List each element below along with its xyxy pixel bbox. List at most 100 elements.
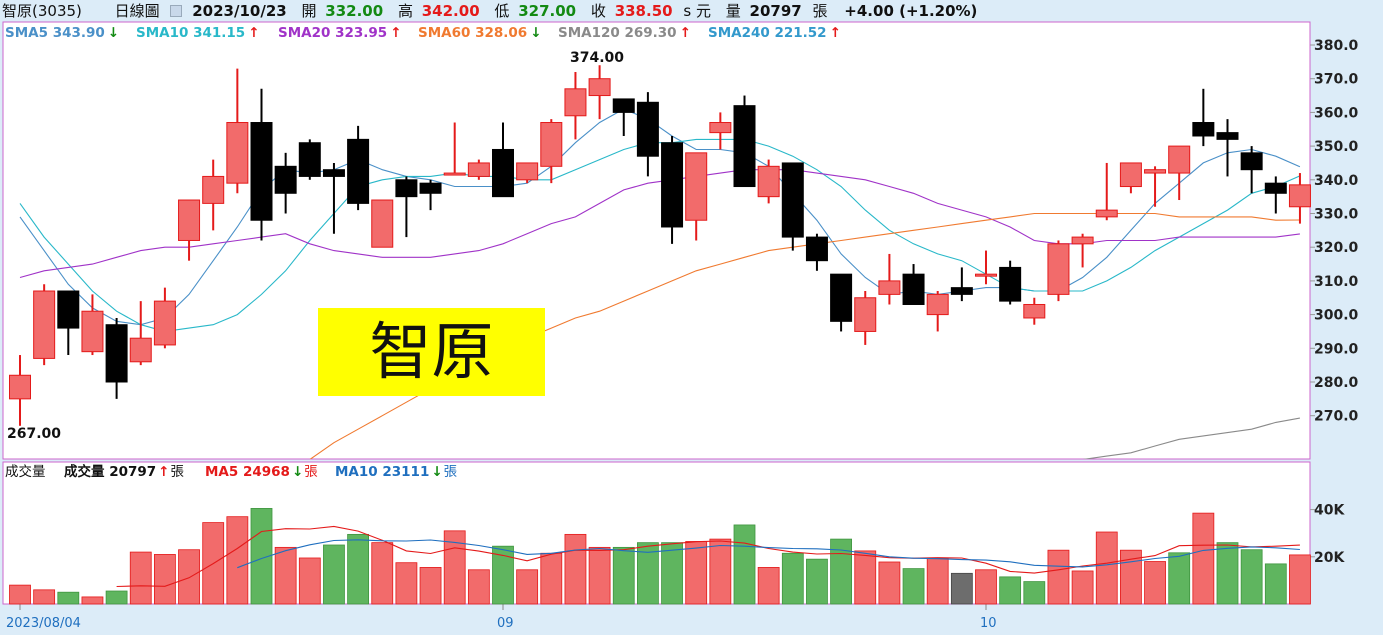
- candle-body: [105, 324, 128, 383]
- high-label: 高: [397, 2, 413, 20]
- volume-ma10-line: [237, 539, 1300, 569]
- price-y-tick-label: 290.0: [1314, 341, 1359, 357]
- candle-body: [830, 273, 853, 322]
- close-value: 338.50: [614, 2, 673, 20]
- candle-body: [757, 165, 780, 198]
- volume-legend-unit: 張: [444, 464, 458, 480]
- candle-body: [419, 182, 442, 194]
- volume-bar: [1144, 561, 1166, 605]
- candle-body: [57, 290, 80, 329]
- candle-body: [1240, 152, 1263, 171]
- price-y-tick-label: 340.0: [1314, 173, 1359, 189]
- volume-bar: [1289, 554, 1311, 605]
- candle-body: [226, 122, 249, 184]
- volume-bar: [588, 546, 611, 605]
- candle-body: [950, 287, 973, 295]
- low-annotation: 267.00: [7, 426, 61, 442]
- low-value: 327.00: [518, 2, 577, 20]
- volume-bar: [926, 557, 949, 605]
- stock-name: 智原(3035): [2, 2, 82, 20]
- volume-bar: [733, 524, 756, 605]
- ma-legend-arrow: ↑: [830, 25, 841, 41]
- volume-bar: [1216, 542, 1239, 605]
- candle-body: [178, 199, 201, 241]
- quote-header: 智原(3035) 日線圖 2023/10/23 開 332.00 高 342.0…: [0, 0, 1383, 22]
- volume-bar: [806, 558, 828, 605]
- volume-bar: [1047, 549, 1070, 605]
- price-y-tick-label: 300.0: [1314, 308, 1359, 324]
- volume-bar: [153, 554, 176, 605]
- volume-legend-arrow: ↑: [158, 464, 169, 480]
- ma-legend-sma20: SMA20 323.95: [278, 25, 387, 41]
- ma-legend-arrow: ↓: [530, 25, 541, 41]
- price-y-tick-label: 360.0: [1314, 105, 1359, 121]
- period-dropdown-icon[interactable]: [170, 5, 183, 17]
- close-unit: s 元: [683, 2, 711, 20]
- price-y-tick-label: 370.0: [1314, 72, 1359, 88]
- volume-bar: [564, 533, 587, 605]
- volume-bar: [1192, 512, 1215, 605]
- quote-date: 2023/10/23: [192, 2, 287, 20]
- ma-legend-arrow: ↑: [248, 25, 259, 41]
- x-axis-tick-label: 09: [497, 616, 514, 631]
- volume-bar: [323, 544, 345, 605]
- volume-bar: [830, 538, 852, 605]
- volume-bar: [516, 569, 539, 605]
- ma-legend-arrow: ↑: [390, 25, 401, 41]
- price-y-tick-label: 350.0: [1314, 139, 1359, 155]
- volume-bar: [395, 562, 418, 605]
- candle-body: [1047, 243, 1070, 295]
- ma-legend-sma120: SMA120 269.30: [558, 25, 677, 41]
- candle-body: [1119, 162, 1142, 188]
- candle-body: [443, 172, 466, 176]
- price-y-tick-label: 320.0: [1314, 240, 1359, 256]
- high-annotation: 374.00: [570, 50, 624, 66]
- sma-line-sma10: [19, 138, 1301, 332]
- volume-panel-title: 成交量: [5, 463, 46, 480]
- candle-body: [347, 138, 370, 204]
- candle-body: [153, 300, 176, 346]
- candle-body: [1168, 145, 1191, 174]
- candle-body: [636, 101, 659, 157]
- ma-legend-sma60: SMA60 328.06: [418, 25, 527, 41]
- volume-bar: [902, 568, 925, 605]
- sma-line-sma120: [1082, 417, 1300, 459]
- volume-bar: [347, 533, 370, 605]
- candle-body: [129, 337, 152, 363]
- ma-legend-arrow: ↑: [680, 25, 691, 41]
- candle-body: [975, 273, 997, 277]
- candle-body: [612, 98, 635, 113]
- open-label: 開: [301, 2, 317, 20]
- candle-body: [274, 165, 297, 194]
- volume-bar: [661, 542, 683, 605]
- ma-legend-arrow: ↓: [108, 25, 119, 41]
- candle-body: [685, 152, 708, 221]
- candle-body: [371, 199, 394, 248]
- candle-body: [878, 280, 901, 295]
- low-label: 低: [494, 2, 510, 20]
- candle-body: [492, 148, 514, 198]
- volume-legend-unit: 張: [304, 464, 318, 480]
- open-value: 332.00: [325, 2, 384, 20]
- volume-bar: [371, 542, 394, 605]
- candle-body: [1071, 236, 1094, 245]
- volume-bar: [1023, 581, 1046, 605]
- volume-bar: [298, 557, 321, 605]
- volume-bar: [975, 569, 997, 605]
- candle-body: [298, 142, 321, 177]
- high-value: 342.00: [421, 2, 480, 20]
- volume-legend-成交量: 成交量 20797: [64, 463, 156, 480]
- stock-name-banner: 智原: [318, 308, 545, 396]
- volume-legend-unit: 張: [170, 464, 184, 480]
- candle-body: [733, 105, 756, 188]
- candle-body: [1288, 184, 1311, 208]
- candle-body: [9, 374, 31, 400]
- ma-legend-sma10: SMA10 341.15: [136, 25, 245, 41]
- candle-body: [781, 162, 804, 238]
- candle-body: [709, 122, 732, 134]
- price-y-tick-label: 310.0: [1314, 274, 1359, 290]
- x-axis-tick-label: 10: [980, 616, 997, 631]
- candle-body: [854, 297, 877, 332]
- volume-bar: [33, 589, 56, 605]
- volume-bar: [1095, 531, 1118, 605]
